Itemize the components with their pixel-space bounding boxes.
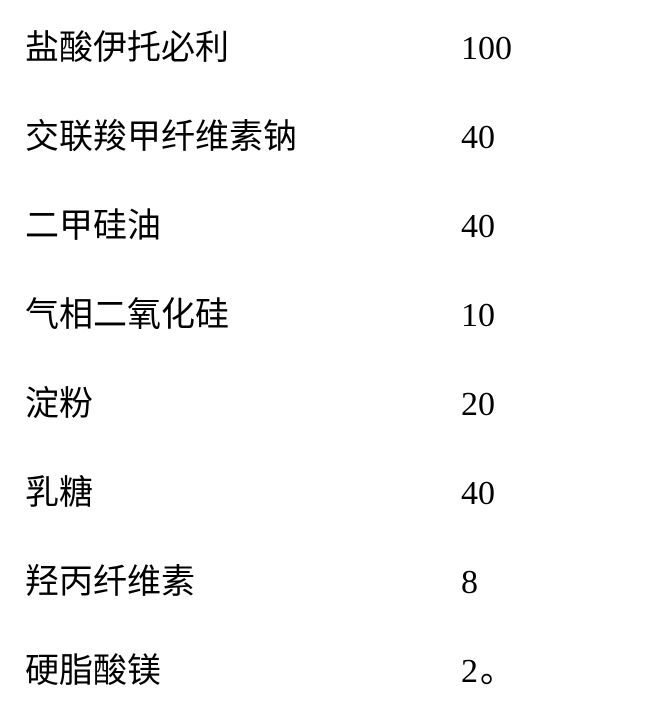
ingredient-value: 100 <box>461 30 512 68</box>
value-wrap: 40 <box>461 119 641 157</box>
list-row: 羟丙纤维素 8 <box>25 554 641 603</box>
value-wrap: 8 <box>461 564 641 602</box>
ingredient-label: 交联羧甲纤维素钠 <box>25 109 297 158</box>
list-row: 二甲硅油 40 <box>25 198 641 247</box>
ingredient-label: 盐酸伊托必利 <box>25 20 229 69</box>
list-row: 硬脂酸镁 2 。 <box>25 643 641 692</box>
value-wrap: 100 <box>461 30 641 68</box>
ingredient-label: 乳糖 <box>25 465 93 514</box>
ingredient-value: 40 <box>461 119 495 157</box>
ingredient-label: 气相二氧化硅 <box>25 287 229 336</box>
value-wrap: 40 <box>461 475 641 513</box>
ingredient-label: 羟丙纤维素 <box>25 554 195 603</box>
ingredient-value: 10 <box>461 297 495 335</box>
list-row: 交联羧甲纤维素钠 40 <box>25 109 641 158</box>
ingredient-label: 硬脂酸镁 <box>25 643 161 692</box>
list-row: 乳糖 40 <box>25 465 641 514</box>
list-row: 淀粉 20 <box>25 376 641 425</box>
value-wrap: 2 。 <box>461 643 641 692</box>
ingredient-label: 淀粉 <box>25 376 93 425</box>
ingredient-value: 2 <box>461 653 478 691</box>
row-suffix: 。 <box>480 643 514 692</box>
ingredient-label: 二甲硅油 <box>25 198 161 247</box>
list-row: 盐酸伊托必利 100 <box>25 20 641 69</box>
ingredient-list: 盐酸伊托必利 100 交联羧甲纤维素钠 40 二甲硅油 40 气相二氧化硅 10… <box>0 0 671 712</box>
ingredient-value: 8 <box>461 564 478 602</box>
ingredient-value: 40 <box>461 475 495 513</box>
ingredient-value: 20 <box>461 386 495 424</box>
value-wrap: 40 <box>461 208 641 246</box>
list-row: 气相二氧化硅 10 <box>25 287 641 336</box>
value-wrap: 10 <box>461 297 641 335</box>
ingredient-value: 40 <box>461 208 495 246</box>
value-wrap: 20 <box>461 386 641 424</box>
